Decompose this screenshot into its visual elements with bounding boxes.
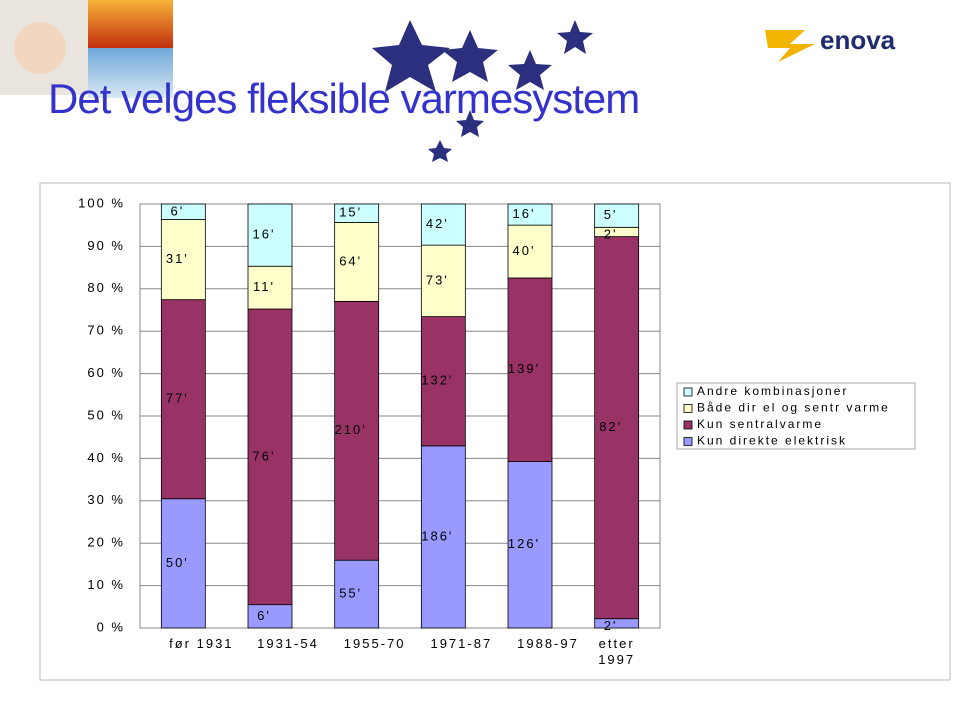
- legend-label: Kun direkte elektrisk: [697, 434, 847, 448]
- slide-title: Det velges fleksible varmesystem: [48, 75, 639, 122]
- x-tick-label: før 1931: [169, 636, 234, 651]
- value-label: 50': [166, 555, 189, 570]
- value-label: 77': [166, 391, 189, 406]
- y-tick-label: 40 %: [87, 450, 125, 465]
- bar-segment: [160, 299, 206, 500]
- legend-label: Andre kombinasjoner: [697, 384, 848, 398]
- bar-segment: [334, 203, 380, 223]
- bar-segment: [420, 203, 466, 246]
- y-tick-label: 20 %: [87, 535, 125, 550]
- bar-segment: [160, 203, 206, 220]
- y-tick-label: 80 %: [87, 280, 125, 295]
- value-label: 6': [257, 608, 271, 623]
- bar-segment: [594, 236, 640, 620]
- value-label: 139': [508, 361, 540, 376]
- bar-segment: [334, 300, 380, 561]
- value-label: 76': [253, 448, 276, 463]
- y-tick-label: 0 %: [97, 619, 125, 634]
- value-label: 126': [508, 536, 540, 551]
- bar-segment: [420, 244, 466, 318]
- value-label: 132': [421, 373, 453, 388]
- legend-swatch: [683, 387, 693, 397]
- legend-swatch: [683, 437, 693, 446]
- stars: [372, 20, 593, 162]
- legend-swatch: [683, 404, 693, 413]
- x-tick-label: 1931-54: [257, 636, 319, 651]
- value-label: 82': [599, 419, 622, 434]
- y-tick-label: 50 %: [87, 407, 125, 422]
- y-tick-label: 90 %: [87, 238, 125, 253]
- value-label: 55': [339, 586, 362, 601]
- value-label: 2': [604, 618, 618, 633]
- value-label: 5': [604, 207, 618, 222]
- bar-segment: [247, 308, 293, 606]
- photo-fire: [88, 0, 173, 48]
- legend-box: [676, 382, 916, 450]
- value-label: 16': [513, 206, 536, 221]
- value-label: 15': [339, 205, 362, 220]
- legend-label: Kun sentralvarme: [697, 417, 823, 431]
- logo-mark: [765, 30, 815, 62]
- bar-segment: [507, 203, 553, 226]
- value-label: 186': [421, 528, 453, 543]
- legend-swatch: [683, 420, 693, 430]
- bar-segment: [160, 498, 206, 629]
- value-label: 210': [335, 422, 367, 437]
- value-label: 16': [253, 227, 276, 242]
- y-tick-label: 100 %: [78, 195, 125, 210]
- photo-face: [14, 22, 66, 74]
- bar-segment: [507, 461, 553, 629]
- value-label: 73': [426, 272, 449, 287]
- bar-segment: [420, 445, 466, 629]
- value-label: 40': [513, 243, 536, 258]
- bar-segment: [420, 316, 466, 447]
- x-tick-label: 1955-70: [343, 636, 406, 651]
- logo: enova: [820, 25, 896, 55]
- y-tick-label: 30 %: [87, 492, 125, 507]
- bar-segment: [160, 219, 206, 301]
- legend-label: Både dir el og sentr varme: [697, 401, 890, 415]
- y-tick-label: 10 %: [87, 577, 125, 592]
- value-label: 6': [170, 203, 184, 218]
- x-tick-label: 1988-97: [517, 636, 579, 651]
- bar-segment: [247, 265, 293, 310]
- bar-segment: [247, 203, 293, 267]
- value-label: 2': [604, 227, 618, 242]
- x-tick-label: 1971-87: [430, 636, 493, 651]
- bar-segment: [507, 224, 553, 279]
- value-label: 64': [339, 253, 362, 268]
- value-label: 31': [166, 251, 189, 266]
- y-tick-label: 60 %: [87, 365, 125, 380]
- y-tick-label: 70 %: [87, 323, 125, 338]
- value-label: 42': [426, 216, 449, 231]
- photo-wind: [88, 48, 173, 98]
- bar-segment: [594, 203, 640, 228]
- bar-segment: [334, 559, 380, 629]
- bar-segment: [334, 222, 380, 302]
- x-tick-label: etter 1997: [598, 636, 636, 667]
- value-label: 11': [253, 279, 275, 294]
